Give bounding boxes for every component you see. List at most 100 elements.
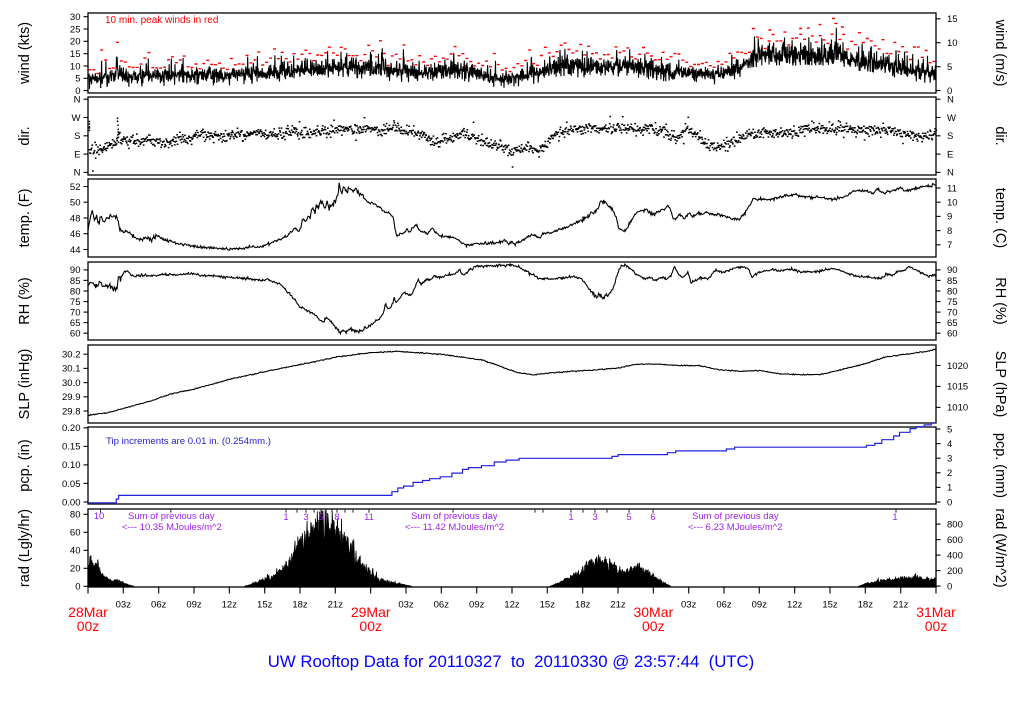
svg-text:18z: 18z xyxy=(575,600,591,611)
svg-text:12z: 12z xyxy=(222,600,238,611)
svg-text:46: 46 xyxy=(70,229,81,240)
svg-text:40: 40 xyxy=(70,546,81,557)
svg-text:31Mar: 31Mar xyxy=(916,604,956,620)
svg-text:10: 10 xyxy=(70,61,81,72)
svg-text:0.00: 0.00 xyxy=(62,497,81,508)
svg-text:00z: 00z xyxy=(77,618,100,634)
svg-text:E: E xyxy=(74,149,80,160)
svg-text:5: 5 xyxy=(947,62,952,73)
svg-text:30.2: 30.2 xyxy=(62,350,81,361)
svg-text:200: 200 xyxy=(947,566,963,577)
svg-text:18z: 18z xyxy=(858,600,874,611)
svg-text:8: 8 xyxy=(334,512,339,523)
svg-text:60: 60 xyxy=(70,528,81,539)
svg-text:W: W xyxy=(947,113,956,124)
svg-text:18z: 18z xyxy=(292,600,308,611)
svg-text:20: 20 xyxy=(70,564,81,575)
svg-text:00z: 00z xyxy=(925,618,948,634)
svg-text:SLP (hPa): SLP (hPa) xyxy=(992,351,1008,418)
svg-text:28Mar: 28Mar xyxy=(68,604,108,620)
svg-text:15: 15 xyxy=(947,14,958,25)
svg-text:6: 6 xyxy=(650,512,655,523)
svg-text:1: 1 xyxy=(568,512,573,523)
svg-text:dir.: dir. xyxy=(17,126,33,145)
svg-text:29Mar: 29Mar xyxy=(351,604,391,620)
svg-text:8: 8 xyxy=(947,226,952,237)
svg-text:4: 4 xyxy=(947,439,952,450)
svg-text:pcp. (mm): pcp. (mm) xyxy=(992,433,1008,498)
svg-text:wind (kts): wind (kts) xyxy=(17,22,33,85)
svg-text:temp. (F): temp. (F) xyxy=(17,189,33,248)
svg-text:<--- 6.23 MJoules/m^2: <--- 6.23 MJoules/m^2 xyxy=(688,522,782,533)
svg-text:12z: 12z xyxy=(787,600,803,611)
svg-text:15z: 15z xyxy=(257,600,273,611)
svg-text:E: E xyxy=(947,149,953,160)
svg-text:21z: 21z xyxy=(328,600,344,611)
svg-text:wind (m/s): wind (m/s) xyxy=(992,19,1008,87)
svg-text:9: 9 xyxy=(947,212,952,223)
svg-text:3: 3 xyxy=(592,512,597,523)
svg-text:03z: 03z xyxy=(398,600,414,611)
svg-text:S: S xyxy=(74,131,80,142)
svg-text:N: N xyxy=(74,95,81,106)
svg-text:48: 48 xyxy=(70,213,81,224)
svg-text:90: 90 xyxy=(947,265,958,276)
svg-text:09z: 09z xyxy=(752,600,768,611)
svg-text:0: 0 xyxy=(947,581,952,592)
svg-text:44: 44 xyxy=(70,245,81,256)
svg-text:W: W xyxy=(72,113,81,124)
svg-text:30.0: 30.0 xyxy=(62,378,81,389)
svg-text:50: 50 xyxy=(70,198,81,209)
svg-text:15z: 15z xyxy=(540,600,556,611)
svg-text:5: 5 xyxy=(318,512,323,523)
svg-text:15z: 15z xyxy=(822,600,838,611)
svg-text:3: 3 xyxy=(303,512,308,523)
svg-text:15: 15 xyxy=(70,49,81,60)
svg-text:temp. (C): temp. (C) xyxy=(992,188,1008,248)
svg-text:1020: 1020 xyxy=(947,361,968,372)
svg-text:10 min. peak winds in red: 10 min. peak winds in red xyxy=(105,15,218,26)
svg-text:1: 1 xyxy=(947,483,952,494)
svg-text:06z: 06z xyxy=(434,600,450,611)
svg-text:80: 80 xyxy=(947,286,958,297)
svg-text:rad (W/m^2): rad (W/m^2) xyxy=(992,508,1008,587)
svg-text:800: 800 xyxy=(947,519,963,530)
svg-text:5: 5 xyxy=(626,512,631,523)
svg-text:10: 10 xyxy=(947,38,958,49)
svg-text:60: 60 xyxy=(947,329,958,340)
svg-text:400: 400 xyxy=(947,550,963,561)
svg-text:30.1: 30.1 xyxy=(62,364,81,375)
svg-text:N: N xyxy=(947,168,954,179)
svg-text:11: 11 xyxy=(364,512,374,523)
svg-text:75: 75 xyxy=(70,297,81,308)
svg-text:00z: 00z xyxy=(359,618,382,634)
svg-text:75: 75 xyxy=(947,297,958,308)
svg-text:21z: 21z xyxy=(893,600,909,611)
svg-text:60: 60 xyxy=(70,329,81,340)
svg-text:80: 80 xyxy=(70,510,81,521)
svg-text:20: 20 xyxy=(70,37,81,48)
svg-text:rad (Lgly/hr): rad (Lgly/hr) xyxy=(17,509,33,587)
svg-text:<--- 11.42 MJoules/m^2: <--- 11.42 MJoules/m^2 xyxy=(405,522,504,533)
svg-text:11: 11 xyxy=(947,183,957,194)
svg-text:1: 1 xyxy=(283,512,288,523)
svg-text:1015: 1015 xyxy=(947,382,968,393)
svg-text:70: 70 xyxy=(70,307,81,318)
svg-text:RH (%): RH (%) xyxy=(992,277,1008,325)
svg-text:1: 1 xyxy=(892,512,897,523)
svg-text:1010: 1010 xyxy=(947,403,968,414)
svg-text:03z: 03z xyxy=(681,600,697,611)
svg-text:65: 65 xyxy=(70,318,81,329)
svg-text:70: 70 xyxy=(947,307,958,318)
svg-text:Sum of previous day: Sum of previous day xyxy=(411,511,498,522)
svg-text:29.9: 29.9 xyxy=(62,392,81,403)
svg-text:00z: 00z xyxy=(642,618,665,634)
svg-text:30: 30 xyxy=(70,12,81,23)
svg-text:2: 2 xyxy=(947,468,952,479)
svg-text:85: 85 xyxy=(947,276,958,287)
svg-text:10: 10 xyxy=(94,511,105,522)
svg-text:5: 5 xyxy=(947,424,952,435)
svg-text:0.20: 0.20 xyxy=(62,423,81,434)
svg-text:Sum of previous day: Sum of previous day xyxy=(692,511,779,522)
svg-text:0.10: 0.10 xyxy=(62,460,81,471)
